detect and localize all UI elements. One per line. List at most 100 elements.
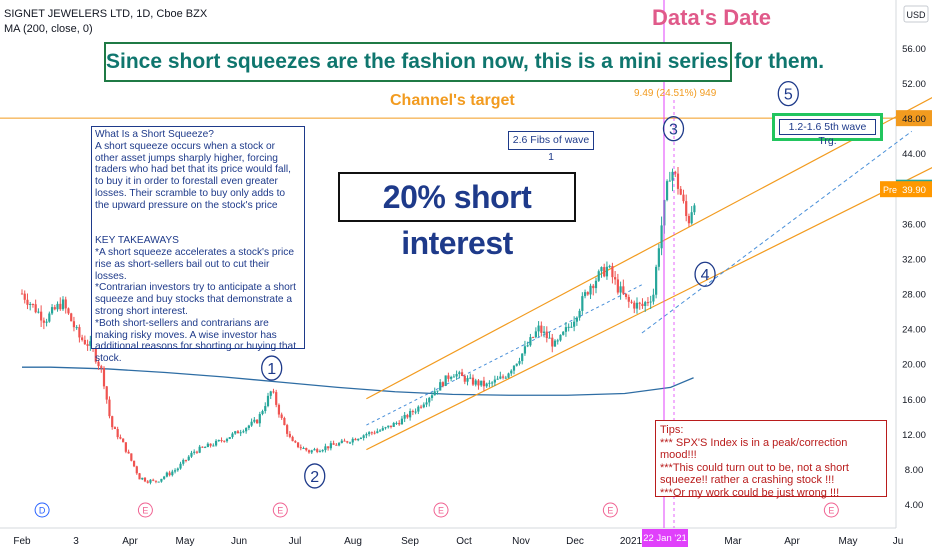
event-marker-E[interactable] <box>433 502 449 518</box>
candle-body <box>190 452 193 457</box>
candle-body <box>231 433 234 438</box>
event-marker-label: D <box>39 506 46 516</box>
candle-body <box>406 414 409 418</box>
candle-body <box>450 376 453 379</box>
candle-body <box>83 339 86 345</box>
candle-body <box>665 181 669 201</box>
wave-1-label: 1 <box>267 361 276 378</box>
candle-body <box>116 428 119 438</box>
candle-body <box>529 337 532 346</box>
y-tick-label: 8.00 <box>905 465 924 476</box>
candle-body <box>491 382 494 384</box>
candle-body <box>679 188 682 195</box>
candle-body <box>94 348 97 362</box>
candle-body <box>324 446 327 451</box>
candle-body <box>146 481 149 483</box>
wave-4-circle <box>694 261 716 287</box>
event-marker-D[interactable] <box>34 502 50 518</box>
y-tick-label: 12.00 <box>902 430 926 441</box>
channel-middle-line <box>366 284 643 426</box>
candle-body <box>209 443 212 446</box>
candle-body <box>411 411 414 413</box>
candle-body <box>466 378 469 382</box>
candle-body <box>510 370 513 374</box>
candle-body <box>553 340 557 347</box>
candle-body <box>485 383 488 387</box>
candle-body <box>649 301 652 303</box>
event-marker-E[interactable] <box>137 502 153 518</box>
x-tick-label: Dec <box>566 536 584 547</box>
event-marker-E[interactable] <box>602 502 618 518</box>
candle-body <box>581 296 584 311</box>
candle-body <box>597 271 600 281</box>
channel-target-label: Channel's target <box>390 92 515 109</box>
candle-body <box>173 470 177 472</box>
candle-body <box>351 438 354 443</box>
candle-body <box>532 337 535 339</box>
x-tick-label: 3 <box>73 536 79 547</box>
candle-body <box>228 437 231 439</box>
candle-body <box>343 440 346 442</box>
symbol-title[interactable]: SIGNET JEWELERS LTD, 1D, Cboe BZX <box>4 8 208 20</box>
candle-body <box>187 456 190 461</box>
event-marker-E[interactable] <box>272 502 288 518</box>
y-tick-label: 32.00 <box>902 254 926 265</box>
candle-body <box>305 447 308 451</box>
candle-body <box>641 303 644 307</box>
banner-note: Since short squeezes are the fashion now… <box>104 42 824 82</box>
candle-body <box>594 280 598 289</box>
candle-body <box>507 373 510 378</box>
ma-indicator-label[interactable]: MA (200, close, 0) <box>4 23 93 35</box>
candle-body <box>220 440 223 442</box>
candle-body <box>329 443 332 449</box>
candle-body <box>340 440 343 444</box>
y-tick-label: 44.00 <box>902 149 926 160</box>
currency-label: USD <box>906 10 926 20</box>
candle-body <box>42 320 45 323</box>
candle-body <box>247 425 250 428</box>
candle-body <box>564 327 568 332</box>
candle-body <box>201 446 204 448</box>
date-marker-label: 22 Jan '21 <box>643 533 687 544</box>
candle-body <box>29 303 32 305</box>
candle-body <box>545 331 548 339</box>
candle-body <box>130 453 133 461</box>
candle-body <box>152 479 155 481</box>
candle-body <box>56 303 59 310</box>
price-axis-bg[interactable] <box>896 0 932 550</box>
candle-body <box>501 376 505 378</box>
candle-body <box>182 459 185 464</box>
candle-body <box>61 299 65 310</box>
candle-body <box>567 326 570 328</box>
candle-body <box>168 472 171 476</box>
candle-body <box>430 395 434 398</box>
candle-body <box>160 478 163 482</box>
x-tick-label: Apr <box>784 536 800 547</box>
candle-body <box>245 427 248 432</box>
candle-body <box>638 302 641 304</box>
candle-body <box>488 382 491 384</box>
x-tick-label: Apr <box>122 536 138 547</box>
candle-body <box>433 391 436 396</box>
candle-body <box>570 326 573 328</box>
x-tick-label: Ju <box>893 536 904 547</box>
candle-body <box>682 194 685 202</box>
channel-upper-line <box>366 96 932 400</box>
candle-body <box>444 375 447 386</box>
candle-body <box>556 340 559 342</box>
date-marker-tag[interactable] <box>642 529 688 547</box>
candle-body <box>480 380 483 386</box>
event-marker-E[interactable] <box>823 502 839 518</box>
x-tick-label: Feb <box>13 536 31 547</box>
candle-body <box>469 377 472 379</box>
candle-body <box>100 366 103 368</box>
candle-body <box>635 302 639 309</box>
candle-body <box>398 422 401 425</box>
y-tick-label: 24.00 <box>902 325 926 336</box>
currency-button[interactable] <box>903 5 929 23</box>
candle-body <box>337 443 341 446</box>
candle-body <box>515 363 518 366</box>
candle-body <box>493 379 496 383</box>
